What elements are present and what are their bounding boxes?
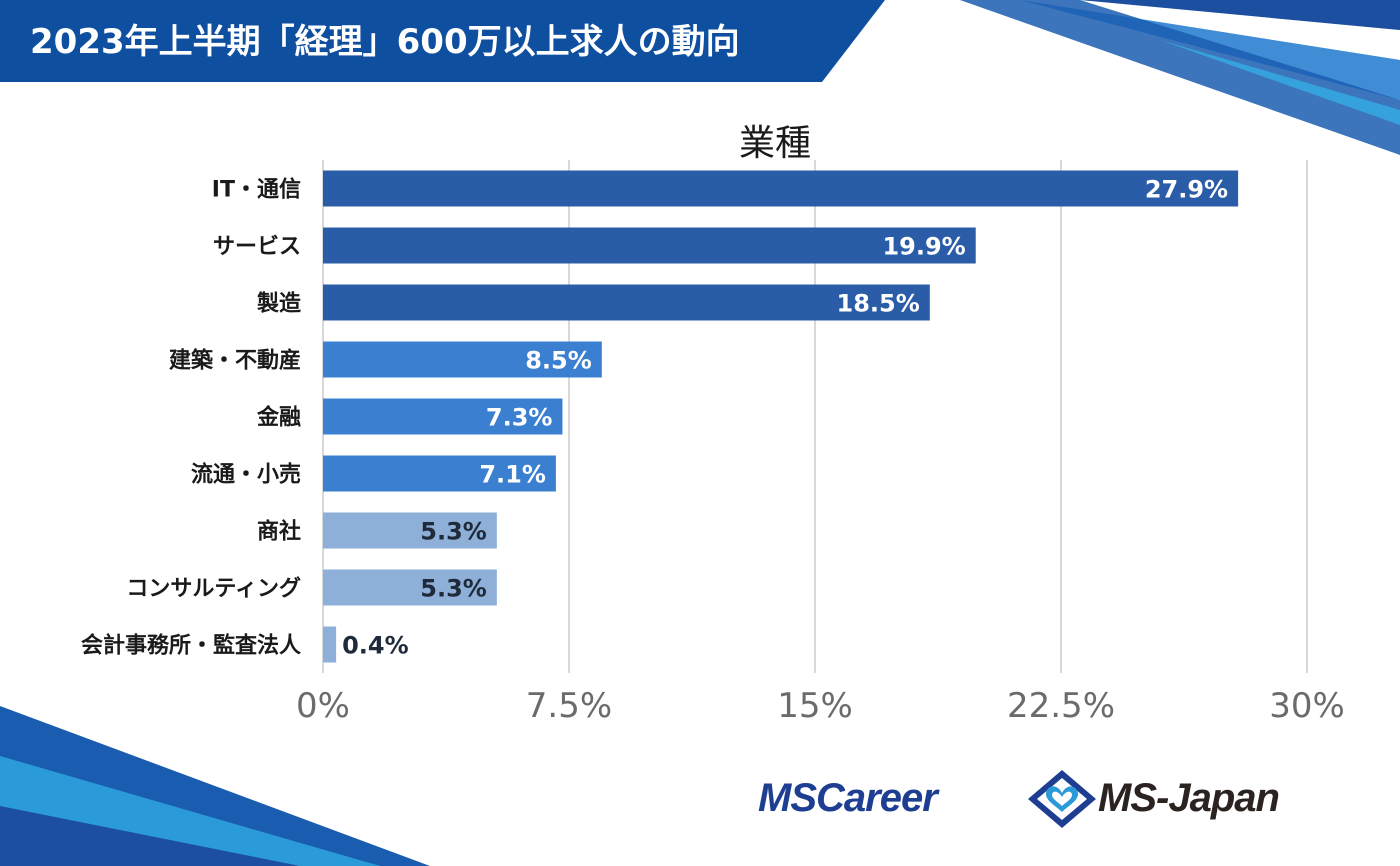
bar xyxy=(323,626,337,663)
decorative-stripes-top-right xyxy=(960,0,1400,155)
category-label: サービス xyxy=(213,235,301,260)
data-label: 5.3% xyxy=(420,518,487,546)
category-label: コンサルティング xyxy=(126,576,301,602)
footer-logos: MSCareer MS-Japan xyxy=(758,768,1358,838)
page-title: 2023年上半期「経理」600万以上求人の動向 xyxy=(30,22,740,62)
category-label: 金融 xyxy=(256,405,301,431)
x-tick-label: 0% xyxy=(296,686,350,726)
bar xyxy=(323,569,497,606)
x-tick-label: 30% xyxy=(1269,686,1345,726)
bar xyxy=(323,284,930,321)
category-label: IT・通信 xyxy=(212,177,301,203)
x-tick-label: 22.5% xyxy=(1007,686,1115,726)
data-label: 7.3% xyxy=(486,404,553,432)
data-label: 5.3% xyxy=(420,575,487,603)
bar xyxy=(323,398,563,435)
category-label: 会計事務所・監査法人 xyxy=(81,633,301,659)
bar xyxy=(323,170,1239,207)
data-label: 7.1% xyxy=(479,461,546,489)
data-label: 0.4% xyxy=(342,632,409,660)
data-label: 27.9% xyxy=(1145,176,1228,204)
category-label: 製造 xyxy=(256,291,301,317)
data-label: 19.9% xyxy=(882,233,965,261)
header-banner xyxy=(0,0,885,82)
data-label: 18.5% xyxy=(837,290,920,318)
bar xyxy=(323,512,497,549)
diamond-heart-logo-icon xyxy=(1028,770,1096,828)
bar xyxy=(323,227,976,264)
decorative-stripes-bottom-left xyxy=(0,706,430,866)
x-tick-label: 15% xyxy=(777,686,853,726)
msjapan-logo: MS-Japan xyxy=(1098,776,1280,820)
category-label: 商社 xyxy=(257,519,301,545)
x-tick-label: 7.5% xyxy=(526,686,612,726)
category-label: 建築・不動産 xyxy=(169,348,301,374)
data-label: 8.5% xyxy=(525,347,592,375)
mscareer-logo: MSCareer xyxy=(758,776,938,820)
chart-title: 業種 xyxy=(739,123,811,164)
category-label: 流通・小売 xyxy=(191,462,301,488)
bar xyxy=(323,455,556,492)
bar xyxy=(323,341,602,378)
